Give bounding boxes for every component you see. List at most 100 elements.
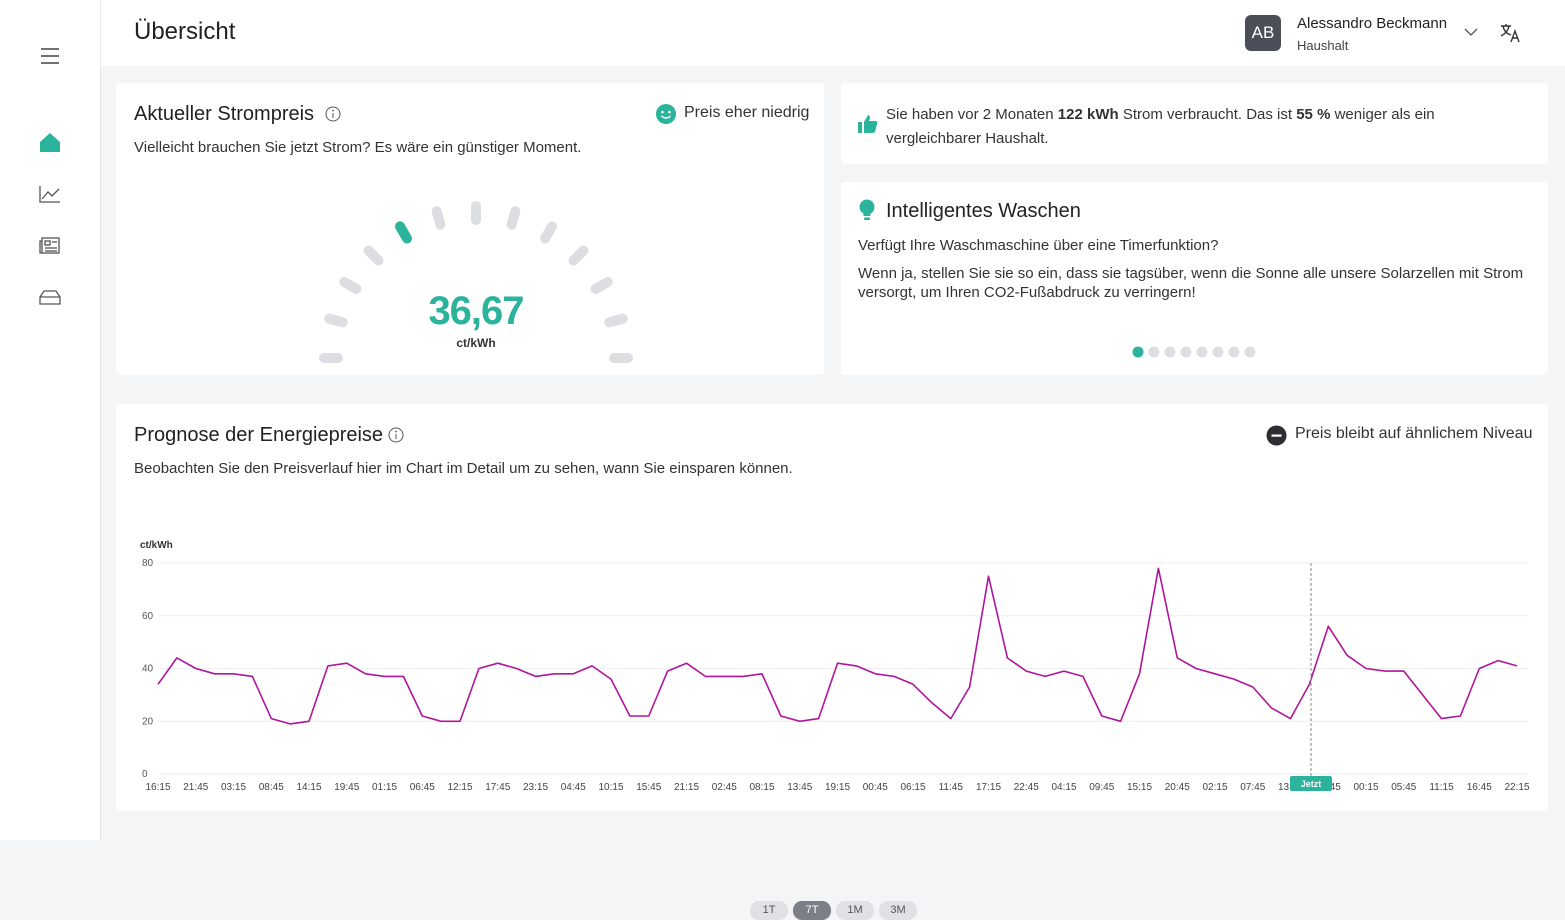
gauge-segment xyxy=(324,313,348,328)
translate-icon[interactable] xyxy=(1499,22,1523,44)
avatar[interactable]: AB xyxy=(1245,15,1281,51)
bulb-icon xyxy=(859,199,875,220)
gauge-segment xyxy=(363,245,384,266)
sidebar xyxy=(0,0,101,840)
forecast-text: Beobachten Sie den Preisverlauf hier im … xyxy=(134,460,793,477)
x-tick-label: 00:45 xyxy=(863,782,888,793)
x-tick-label: 23:15 xyxy=(523,782,548,793)
x-tick-label: 21:15 xyxy=(674,782,699,793)
x-tick-label: 02:45 xyxy=(712,782,737,793)
gauge-segment xyxy=(604,313,628,328)
x-tick-label: 09:45 xyxy=(1089,782,1114,793)
gauge-segment xyxy=(395,221,412,244)
gauge: 36,67 ct/kWh xyxy=(319,201,633,363)
x-tick-label: 11:15 xyxy=(1429,782,1454,793)
range-button[interactable]: 7T xyxy=(793,901,831,920)
dropdown-icon[interactable] xyxy=(1463,26,1479,38)
gauge-segment xyxy=(609,353,633,363)
x-tick-label: 06:15 xyxy=(900,782,925,793)
x-tick-label: 13:45 xyxy=(787,782,812,793)
x-tick-label: 15:45 xyxy=(636,782,661,793)
chart-icon[interactable] xyxy=(39,186,60,203)
forecast-card: Prognose der Energiepreise Preis bleibt … xyxy=(116,404,1548,920)
y-tick-label: 20 xyxy=(142,716,154,727)
news-icon[interactable] xyxy=(39,237,60,254)
x-tick-label: 22:45 xyxy=(1014,782,1039,793)
x-tick-label: 07:45 xyxy=(1240,782,1265,793)
price-line xyxy=(157,567,1518,725)
y-tick-label: 0 xyxy=(142,769,148,780)
gauge-segment xyxy=(506,206,521,230)
tip-card: Intelligentes Waschen Verfügt Ihre Wasch… xyxy=(841,182,1548,375)
car-icon[interactable] xyxy=(39,290,61,305)
x-tick-label: 14:15 xyxy=(296,782,321,793)
x-tick-label: 05:45 xyxy=(1391,782,1416,793)
x-tick-label: 11:45 xyxy=(939,782,964,793)
card-title: Aktueller Strompreis xyxy=(134,103,315,125)
home-icon[interactable] xyxy=(40,133,60,152)
x-tick-label: 19:45 xyxy=(334,782,359,793)
info-icon[interactable] xyxy=(325,106,341,122)
gauge-segment xyxy=(471,201,481,225)
info-icon[interactable] xyxy=(388,427,404,443)
user-role: Haushalt xyxy=(1297,38,1349,53)
x-tick-label: 16:45 xyxy=(1467,782,1492,793)
x-tick-label: 20:45 xyxy=(1165,782,1190,793)
y-tick-label: 60 xyxy=(142,611,154,622)
header: Übersicht AB Alessandro Beckmann Haushal… xyxy=(101,0,1565,66)
usage-part: weniger als ein vergleichbarer Haushalt. xyxy=(886,106,1435,147)
x-tick-label: 04:15 xyxy=(1051,782,1076,793)
gauge-segment xyxy=(339,277,362,294)
x-tick-label: 03:15 xyxy=(221,782,246,793)
x-tick-label: 04:45 xyxy=(561,782,586,793)
y-tick-label: 80 xyxy=(142,558,154,569)
x-tick-label: 21:45 xyxy=(183,782,208,793)
thumb-icon xyxy=(858,115,878,133)
usage-text: Sie haben vor 2 Monaten 122 kWh Strom ve… xyxy=(886,103,1526,151)
carousel-dots[interactable] xyxy=(1131,345,1261,359)
x-tick-label: 01:15 xyxy=(372,782,397,793)
price-chart: ct/kWh 0 20 40 60 80 16:15 21:45 03:15 08:45 14:15… xyxy=(140,540,1530,793)
page-title: Übersicht xyxy=(134,18,236,45)
forecast-status: Preis bleibt auf ähnlichem Niveau xyxy=(1295,425,1533,442)
x-tick-label: 06:45 xyxy=(410,782,435,793)
usage-part: 122 kWh xyxy=(1057,106,1119,123)
gauge-segment xyxy=(590,277,613,294)
tip-title: Intelligentes Waschen xyxy=(886,200,1081,222)
x-tick-label: 02:15 xyxy=(1202,782,1227,793)
usage-part: Sie haben vor 2 Monaten xyxy=(886,106,1058,123)
gauge-segment xyxy=(568,245,589,266)
gauge-segment xyxy=(431,206,446,230)
gauge-segment xyxy=(319,353,343,363)
now-badge xyxy=(1290,776,1332,791)
x-tick-label: 22:15 xyxy=(1504,782,1529,793)
x-tick-label: 10:15 xyxy=(598,782,623,793)
x-tick-label: 08:15 xyxy=(749,782,774,793)
x-tick-label: 12:15 xyxy=(447,782,472,793)
range-button[interactable]: 1T xyxy=(750,901,788,920)
nav-icons xyxy=(39,48,61,305)
x-tick-label: 17:45 xyxy=(485,782,510,793)
usage-part: 55 % xyxy=(1296,106,1331,123)
user-name[interactable]: Alessandro Beckmann xyxy=(1297,15,1448,32)
range-button[interactable]: 3M xyxy=(879,901,917,920)
neutral-icon xyxy=(1266,425,1287,446)
now-label: Jetzt xyxy=(1301,779,1322,789)
range-button[interactable]: 1M xyxy=(836,901,874,920)
x-tick-label: 08:45 xyxy=(259,782,284,793)
tip-question: Verfügt Ihre Waschmaschine über eine Tim… xyxy=(858,237,1219,254)
x-tick-label: 19:15 xyxy=(825,782,850,793)
tip-text: Wenn ja, stellen Sie sie so ein, dass si… xyxy=(858,265,1524,301)
price-card: Aktueller Strompreis Preis eher niedrig … xyxy=(116,83,824,375)
y-tick-label: 40 xyxy=(142,664,154,675)
y-axis-label: ct/kWh xyxy=(140,540,173,551)
gauge-value: 36,67 xyxy=(428,289,523,333)
gauge-segment xyxy=(540,221,557,244)
forecast-title: Prognose der Energiepreise xyxy=(134,424,384,446)
usage-part: Strom verbraucht. Das ist xyxy=(1118,106,1297,123)
smile-icon xyxy=(656,104,676,124)
price-status: Preis eher niedrig xyxy=(684,104,810,121)
x-tick-label: 17:15 xyxy=(976,782,1001,793)
x-tick-label: 16:15 xyxy=(145,782,170,793)
